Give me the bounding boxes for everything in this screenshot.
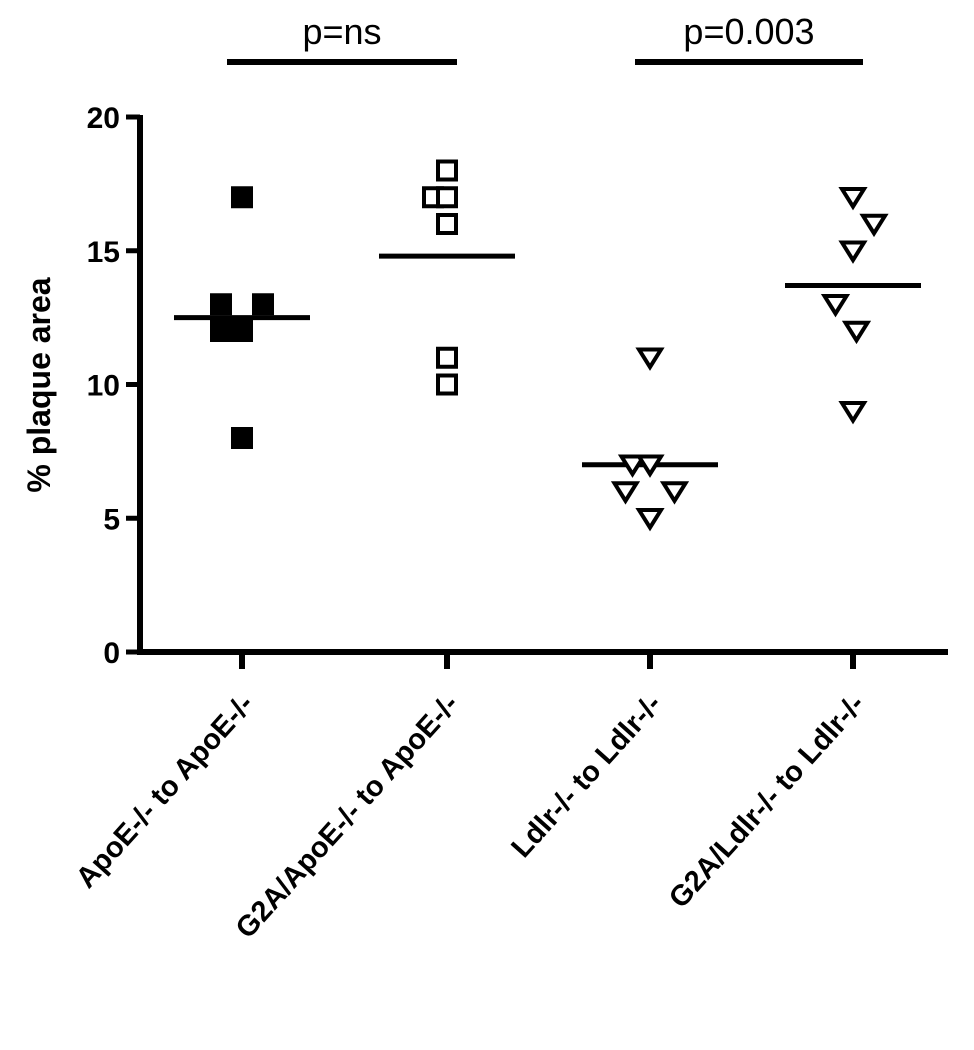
y-axis-ticks: 0 5 10 15 20: [87, 102, 856, 670]
p-value-label: p=ns: [302, 11, 381, 52]
data-point: [635, 347, 665, 371]
data-point: [838, 187, 868, 211]
category-label: Ldlr-/- to Ldlr-/-: [505, 688, 668, 864]
category-label: ApoE-/- to ApoE-/-: [70, 688, 260, 894]
data-point: [436, 346, 458, 369]
category-label: G2A/Ldlr-/- to Ldlr-/-: [663, 688, 871, 914]
data-point: [210, 293, 232, 316]
mean-lines: [174, 253, 921, 468]
data-point: [859, 213, 889, 238]
data-points: [210, 159, 889, 532]
data-point: [635, 454, 665, 478]
data-point: [231, 427, 253, 449]
data-point: [820, 294, 851, 318]
y-tick-label: 20: [87, 102, 120, 135]
category-labels: ApoE-/- to ApoE-/-G2A/ApoE-/- to ApoE-/-…: [70, 688, 871, 944]
data-point: [210, 320, 232, 342]
y-tick-label: 15: [87, 236, 120, 269]
data-point: [436, 213, 458, 235]
category-label: G2A/ApoE-/- to ApoE-/-: [230, 688, 465, 944]
data-point: [838, 240, 868, 264]
data-point: [436, 186, 458, 209]
data-point: [231, 320, 253, 342]
data-point: [617, 454, 648, 478]
data-point: [436, 373, 458, 396]
data-point: [231, 186, 253, 209]
data-point: [610, 481, 641, 505]
data-point: [252, 293, 274, 316]
data-point: [436, 159, 458, 182]
data-point: [659, 481, 690, 505]
data-point: [838, 401, 868, 425]
y-axis-label: % plaque area: [21, 277, 57, 492]
data-point: [635, 508, 665, 532]
axes: [137, 115, 948, 655]
significance-annotations: p=ns p=0.003: [227, 11, 863, 65]
y-tick-label: 5: [103, 503, 120, 536]
y-tick-label: 10: [87, 370, 120, 403]
y-tick-label: 0: [103, 637, 120, 670]
p-value-label: p=0.003: [683, 11, 814, 52]
data-point: [841, 320, 872, 345]
